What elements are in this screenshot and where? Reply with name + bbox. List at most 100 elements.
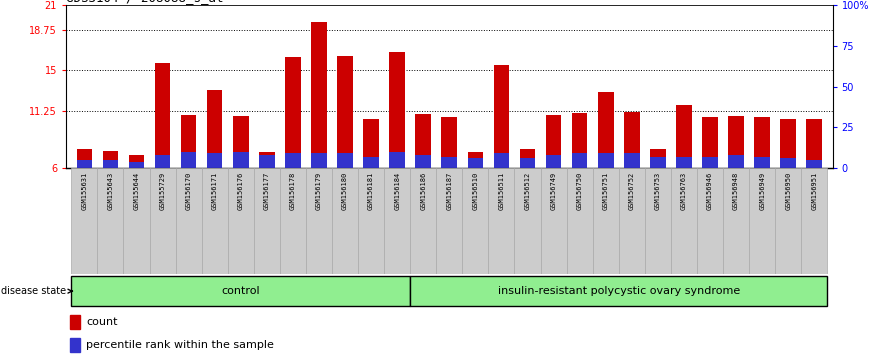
Bar bbox=[702, 117, 718, 168]
Text: GSM156949: GSM156949 bbox=[759, 171, 766, 210]
Bar bbox=[175, 168, 202, 274]
Text: GSM156948: GSM156948 bbox=[733, 171, 739, 210]
Text: GSM156750: GSM156750 bbox=[577, 171, 582, 210]
Bar bbox=[181, 115, 196, 168]
Bar bbox=[520, 158, 536, 168]
Bar bbox=[624, 112, 640, 168]
Bar bbox=[98, 168, 123, 274]
Bar bbox=[311, 22, 327, 168]
Bar bbox=[572, 154, 588, 168]
Text: GDS3104 / 208088_s_at: GDS3104 / 208088_s_at bbox=[66, 0, 224, 4]
Bar bbox=[781, 119, 796, 168]
Bar bbox=[337, 56, 353, 168]
Bar bbox=[566, 168, 593, 274]
Text: GSM156763: GSM156763 bbox=[681, 171, 687, 210]
Bar bbox=[541, 168, 566, 274]
Text: GSM156186: GSM156186 bbox=[420, 171, 426, 210]
Bar bbox=[389, 52, 405, 168]
Bar bbox=[306, 168, 332, 274]
Text: GSM156510: GSM156510 bbox=[472, 171, 478, 210]
Text: GSM156176: GSM156176 bbox=[238, 171, 244, 210]
Text: GSM156511: GSM156511 bbox=[499, 171, 505, 210]
Bar bbox=[227, 168, 254, 274]
Bar bbox=[70, 315, 80, 329]
Bar bbox=[697, 168, 723, 274]
Bar bbox=[416, 114, 431, 168]
Text: disease state: disease state bbox=[2, 286, 72, 296]
Text: GSM156178: GSM156178 bbox=[290, 171, 296, 210]
Bar bbox=[676, 105, 692, 168]
Bar bbox=[729, 116, 744, 168]
Bar bbox=[233, 116, 248, 168]
Bar bbox=[102, 151, 118, 168]
Bar bbox=[598, 154, 613, 168]
Bar bbox=[207, 90, 223, 168]
Text: GSM156171: GSM156171 bbox=[211, 171, 218, 210]
Bar bbox=[285, 57, 300, 168]
Bar bbox=[416, 155, 431, 168]
Bar bbox=[545, 115, 561, 168]
Bar bbox=[259, 155, 275, 168]
Text: GSM156184: GSM156184 bbox=[394, 171, 400, 210]
Bar bbox=[411, 168, 436, 274]
Bar bbox=[754, 157, 770, 168]
Bar bbox=[775, 168, 801, 274]
Bar bbox=[155, 155, 170, 168]
Bar bbox=[181, 152, 196, 168]
Text: GSM155631: GSM155631 bbox=[81, 171, 87, 210]
Bar bbox=[311, 154, 327, 168]
Bar bbox=[77, 160, 93, 168]
Bar bbox=[801, 168, 827, 274]
Bar bbox=[572, 113, 588, 168]
Text: GSM156749: GSM156749 bbox=[551, 171, 557, 210]
Bar bbox=[363, 119, 379, 168]
Bar bbox=[441, 117, 457, 168]
Bar bbox=[102, 160, 118, 168]
Text: count: count bbox=[86, 317, 117, 327]
Bar bbox=[436, 168, 463, 274]
Bar bbox=[441, 157, 457, 168]
Bar bbox=[545, 155, 561, 168]
Text: GSM156181: GSM156181 bbox=[368, 171, 374, 210]
Bar bbox=[781, 158, 796, 168]
Bar bbox=[488, 168, 515, 274]
Text: GSM155644: GSM155644 bbox=[133, 171, 139, 210]
Bar bbox=[77, 149, 93, 168]
Bar bbox=[70, 338, 80, 352]
Bar bbox=[259, 152, 275, 168]
Bar bbox=[285, 154, 300, 168]
Bar bbox=[598, 92, 613, 168]
Bar bbox=[520, 149, 536, 168]
Bar bbox=[389, 152, 405, 168]
Bar bbox=[358, 168, 384, 274]
Bar bbox=[332, 168, 358, 274]
Bar bbox=[411, 276, 827, 306]
Bar bbox=[363, 157, 379, 168]
Bar bbox=[671, 168, 697, 274]
Text: percentile rank within the sample: percentile rank within the sample bbox=[86, 340, 274, 350]
Bar bbox=[806, 160, 822, 168]
Bar bbox=[129, 155, 144, 168]
Bar bbox=[618, 168, 645, 274]
Bar bbox=[806, 119, 822, 168]
Bar bbox=[384, 168, 411, 274]
Text: GSM156177: GSM156177 bbox=[263, 171, 270, 210]
Bar bbox=[754, 117, 770, 168]
Bar bbox=[202, 168, 227, 274]
Bar bbox=[155, 63, 170, 168]
Bar bbox=[650, 149, 666, 168]
Text: control: control bbox=[221, 286, 260, 296]
Bar bbox=[468, 158, 483, 168]
Bar bbox=[729, 155, 744, 168]
Text: GSM155643: GSM155643 bbox=[107, 171, 114, 210]
Text: GSM156753: GSM156753 bbox=[655, 171, 661, 210]
Text: GSM156170: GSM156170 bbox=[186, 171, 191, 210]
Bar bbox=[71, 168, 98, 274]
Bar bbox=[624, 154, 640, 168]
Bar bbox=[207, 154, 223, 168]
Text: GSM155729: GSM155729 bbox=[159, 171, 166, 210]
Bar bbox=[593, 168, 618, 274]
Bar bbox=[702, 157, 718, 168]
Bar bbox=[150, 168, 175, 274]
Text: GSM156187: GSM156187 bbox=[447, 171, 452, 210]
